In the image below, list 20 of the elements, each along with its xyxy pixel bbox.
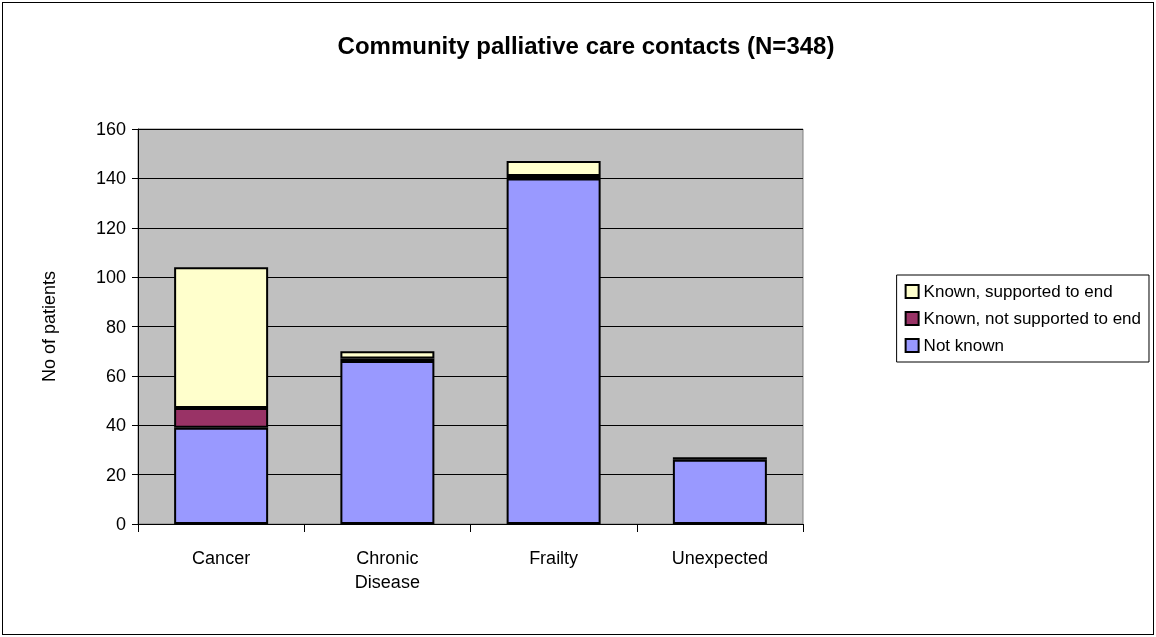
y-tick-label: 0 bbox=[115, 514, 126, 534]
y-tick-label: 80 bbox=[105, 316, 126, 337]
x-tick-label: Unexpected bbox=[671, 548, 768, 568]
x-tick-label: Cancer bbox=[192, 548, 251, 568]
y-tick-label: 100 bbox=[95, 267, 126, 288]
legend-label: Known, supported to end bbox=[923, 282, 1113, 301]
x-tick-label: Frailty bbox=[529, 548, 579, 568]
bar bbox=[340, 351, 435, 359]
legend-label: Not known bbox=[923, 336, 1004, 355]
bar bbox=[506, 161, 601, 176]
y-tick-label: 120 bbox=[95, 217, 126, 238]
y-tick-label: 140 bbox=[95, 168, 126, 189]
x-tick-label: Chronic Disease bbox=[354, 548, 420, 592]
chart-title: Community palliative care contacts (N=348) bbox=[337, 31, 835, 59]
y-axis-title: No of patients bbox=[39, 270, 59, 383]
legend-label: Known, not supported to end bbox=[923, 309, 1142, 328]
y-tick-label: 160 bbox=[95, 119, 126, 139]
y-tick-label: 20 bbox=[105, 464, 126, 485]
y-tick-label: 60 bbox=[105, 365, 126, 386]
y-tick-label: 40 bbox=[105, 415, 126, 436]
